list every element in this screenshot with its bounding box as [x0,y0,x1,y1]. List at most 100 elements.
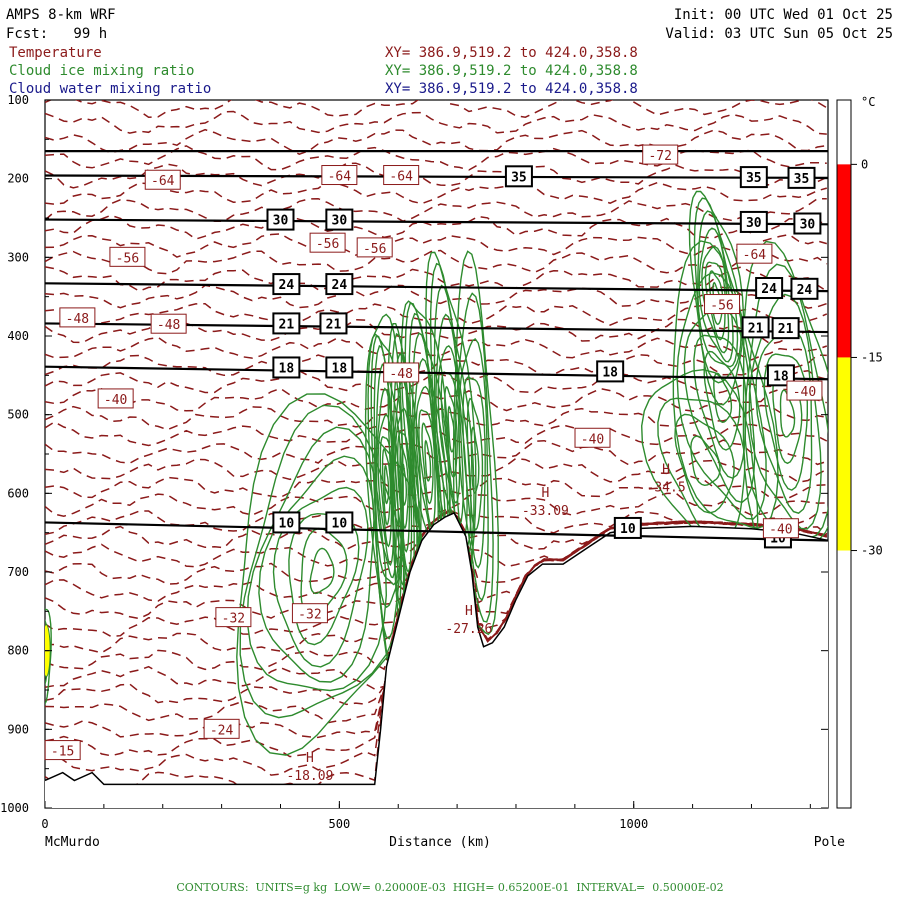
cloud-ice-contour [381,448,392,526]
svg-text:18: 18 [332,361,348,376]
y-tick-label: 600 [7,486,29,500]
cloud-ice-contour [425,251,477,615]
svg-text:30: 30 [273,214,289,229]
svg-text:10: 10 [332,516,348,531]
temperature-contour-line [45,439,828,466]
svg-text:-64: -64 [743,248,767,263]
cloud-ice-contour [437,345,464,527]
terrain-fill [45,513,828,808]
extremum-value: -27.26 [445,622,492,637]
svg-text:-48: -48 [157,318,180,333]
isentrope-label: 10 [272,511,301,534]
temperature-label: -40 [97,388,134,409]
temperature-label: -32 [291,603,328,624]
extremum-value: -34.5 [647,480,686,495]
extremum-value: -33.09 [522,504,569,519]
temperature-contour-line [45,508,827,724]
svg-text:18: 18 [602,365,618,380]
svg-text:35: 35 [794,172,810,187]
isentrope-label: 24 [755,277,784,300]
svg-text:-40: -40 [769,523,792,538]
cloud-ice-contour [399,444,410,530]
cloud-ice-contour [394,407,413,574]
svg-text:-32: -32 [222,612,245,627]
isentrope-label: 18 [766,364,795,387]
temperature-contour-line [45,248,828,275]
svg-text:-40: -40 [104,393,127,408]
isentropes: 35 35 35 30 30 30 30 24 24 24 24 21 21 21 21 18 18 18 18 10… [45,150,828,549]
temperature-label: -64 [321,165,358,186]
cloud-ice-contour [466,397,484,532]
colorbar-tick-label: -15 [861,350,883,364]
svg-text:24: 24 [332,278,348,293]
svg-text:10: 10 [279,516,295,531]
svg-text:-56: -56 [116,251,139,266]
isentrope-label: 24 [790,277,819,300]
svg-text:-64: -64 [151,174,175,189]
y-tick-label: 100 [7,93,29,107]
x-axis-label: Distance (km) [389,835,491,850]
temperature-label: -40 [574,427,611,448]
temperature-label: -48 [59,307,96,328]
isentrope-label: 35 [739,166,768,189]
svg-text:24: 24 [761,282,777,297]
cloud-ice-contour [454,292,494,623]
field-xy-temperature: XY= 386.9,519.2 to 424.0,358.8 [385,45,638,61]
temperature-contour-line [45,508,828,758]
isentrope-label: 18 [272,356,301,379]
cloud-ice-contour [401,462,407,507]
cloud-ice-contour [693,334,747,479]
isentrope-line [45,282,828,293]
temperature-contour-line [45,128,827,156]
x-tick-label: 0 [41,817,48,831]
isentrope-label: 21 [319,312,348,335]
temperature-contour-line [45,492,827,517]
axes: 100 200 300 400 500 600 700 800 900 1000 0 500 1000 [0,93,828,831]
colorbar-band [837,164,851,358]
temperature-label: -24 [203,718,240,739]
y-tick-label: 200 [7,172,29,186]
colorbar-band [837,100,851,165]
cloud-ice-contour [763,353,808,491]
svg-text:30: 30 [800,218,816,233]
isentrope-line [45,365,828,381]
y-tick-label: 300 [7,250,29,264]
svg-text:-24: -24 [210,723,234,738]
svg-text:-64: -64 [389,170,413,185]
terrain-line [45,512,828,786]
svg-text:21: 21 [748,321,764,336]
cloud-ice-contour [246,426,388,692]
temperature-label: -15 [44,740,81,761]
svg-text:-40: -40 [793,385,816,400]
cloud-ice-contour [657,397,746,542]
temperature-label: -72 [642,144,679,165]
extrema-labels: H -33.09 H -34.5 H -27.26 H -18.09 [286,462,685,784]
isentrope-label: 21 [272,312,301,335]
extremum-marker: H [662,462,670,477]
temperature-label: -64 [144,169,181,190]
isentrope-label: 24 [325,273,354,296]
cloud-ice-contour [424,439,432,482]
svg-text:24: 24 [279,278,295,293]
isentrope-label: 35 [504,165,533,188]
colorbar: °C 0 -15 -30 [836,95,883,809]
extremum-value: -18.09 [286,769,333,784]
cloud-ice-contour [703,350,741,451]
y-tick-label: 1000 [0,801,29,815]
svg-text:30: 30 [746,216,762,231]
cloud-ice-contour [309,547,335,595]
terrain [45,512,828,808]
temperature-contour-line [45,162,828,189]
svg-text:10: 10 [620,522,636,537]
svg-text:24: 24 [797,283,813,298]
cloud-ice-contour [418,409,436,528]
colorbar-band [837,550,851,808]
valid-time: Valid: 03 UTC Sun 05 Oct 25 [665,26,893,42]
temperature-label: -56 [356,237,393,258]
cloud-ice-contour [462,376,486,569]
temperature-contour-line [45,110,827,135]
forecast-hour: Fcst: 99 h [6,26,107,42]
isentrope-label: 24 [272,273,301,296]
svg-text:21: 21 [326,317,342,332]
svg-text:-40: -40 [581,432,604,447]
